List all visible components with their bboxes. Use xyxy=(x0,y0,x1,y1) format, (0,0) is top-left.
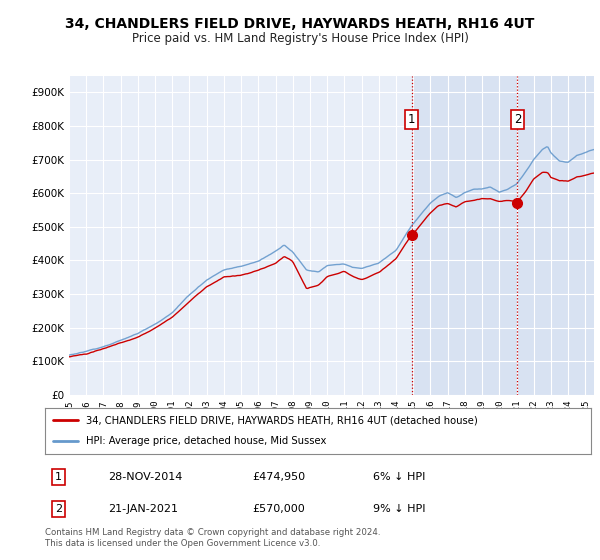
Text: £474,950: £474,950 xyxy=(253,472,305,482)
Text: 6% ↓ HPI: 6% ↓ HPI xyxy=(373,472,425,482)
Text: 28-NOV-2014: 28-NOV-2014 xyxy=(108,472,182,482)
Text: 1: 1 xyxy=(55,472,62,482)
Text: 2: 2 xyxy=(514,113,521,126)
Text: 34, CHANDLERS FIELD DRIVE, HAYWARDS HEATH, RH16 4UT: 34, CHANDLERS FIELD DRIVE, HAYWARDS HEAT… xyxy=(65,17,535,31)
Bar xyxy=(412,76,594,395)
Text: 21-JAN-2021: 21-JAN-2021 xyxy=(108,504,178,514)
Text: £570,000: £570,000 xyxy=(253,504,305,514)
Text: 9% ↓ HPI: 9% ↓ HPI xyxy=(373,504,425,514)
Text: Contains HM Land Registry data © Crown copyright and database right 2024.
This d: Contains HM Land Registry data © Crown c… xyxy=(45,528,380,548)
Text: 34, CHANDLERS FIELD DRIVE, HAYWARDS HEATH, RH16 4UT (detached house): 34, CHANDLERS FIELD DRIVE, HAYWARDS HEAT… xyxy=(86,415,478,425)
Text: Price paid vs. HM Land Registry's House Price Index (HPI): Price paid vs. HM Land Registry's House … xyxy=(131,32,469,45)
Text: HPI: Average price, detached house, Mid Sussex: HPI: Average price, detached house, Mid … xyxy=(86,436,326,446)
Text: 2: 2 xyxy=(55,504,62,514)
Text: 1: 1 xyxy=(408,113,415,126)
